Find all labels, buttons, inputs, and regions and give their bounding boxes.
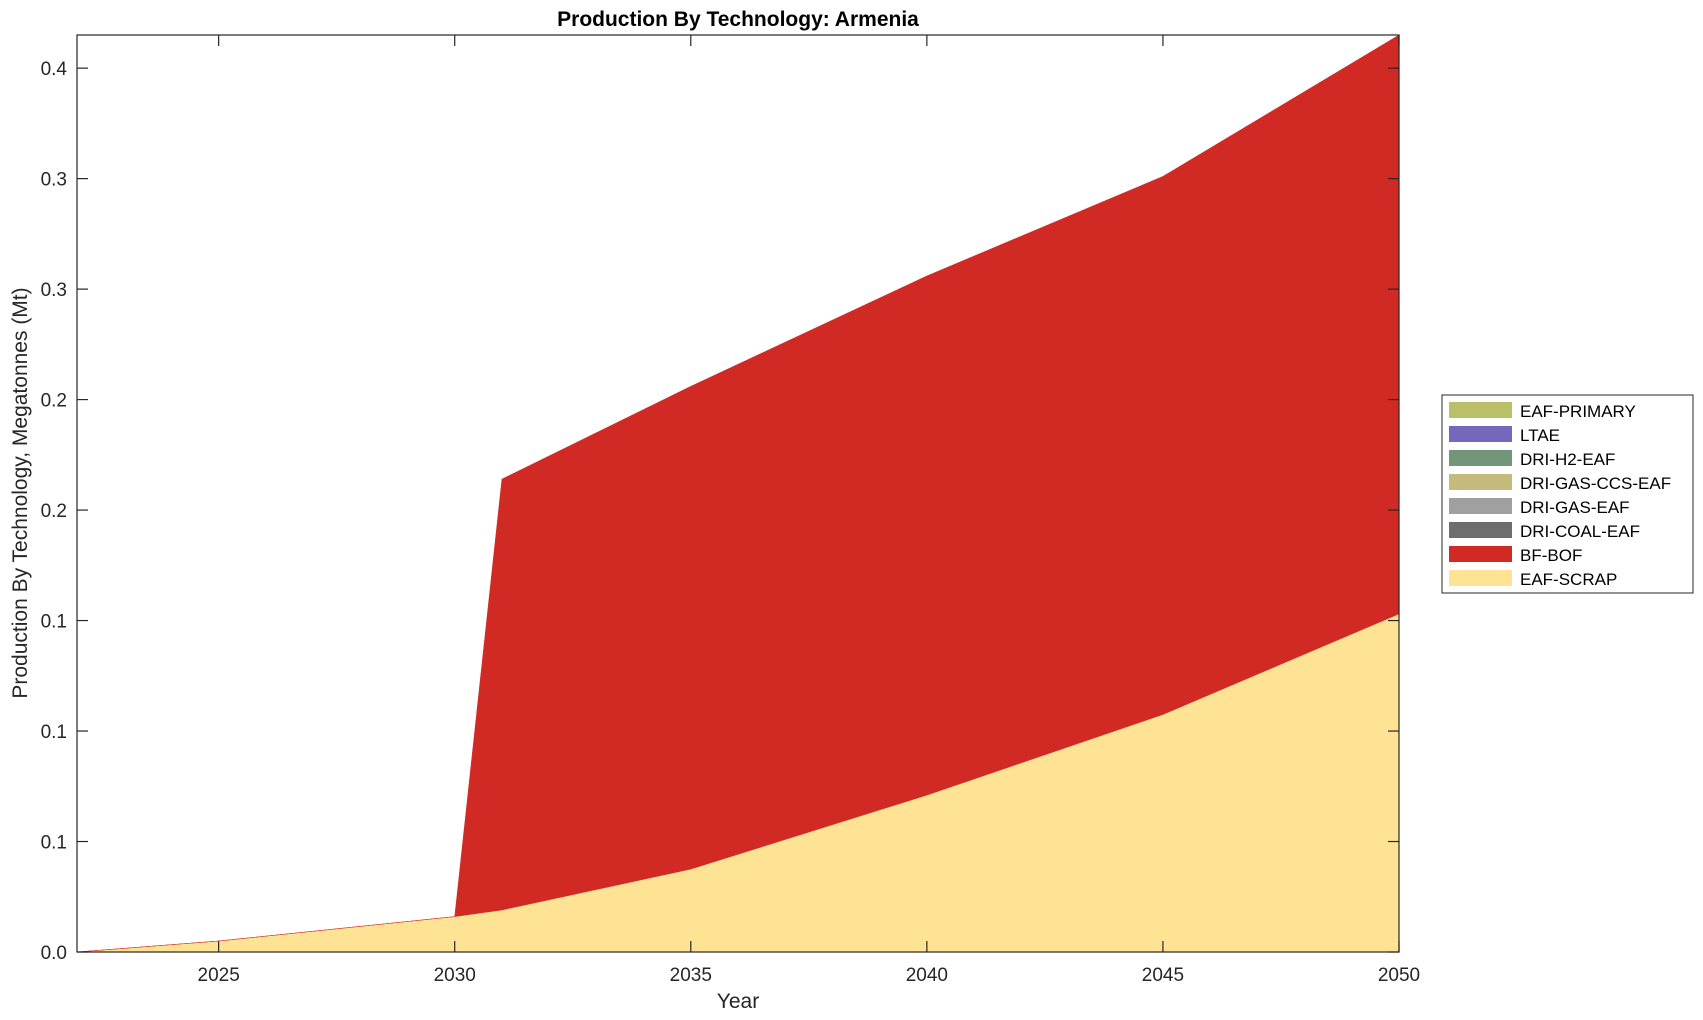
legend-label: BF-BOF [1520,546,1582,565]
legend-swatch-dri-gas-ccs-eaf [1449,474,1512,490]
x-tick-label: 2050 [1378,965,1420,986]
legend-label: DRI-GAS-EAF [1520,498,1630,517]
x-tick-label: 2030 [434,965,476,986]
plot-frame [76,34,1400,953]
legend-swatch-dri-gas-eaf [1449,498,1512,514]
x-tick-labels: 2025 2030 2035 2040 2045 2050 [198,965,1421,986]
legend-swatch-dri-h2-eaf [1449,450,1512,466]
legend-swatch-ltae [1449,426,1512,442]
legend-label: DRI-GAS-CCS-EAF [1520,474,1671,493]
legend-label: LTAE [1520,426,1560,445]
legend-swatch-eaf-scrap [1449,570,1512,586]
y-tick-label: 0.3 [41,170,67,191]
x-tick-label: 2025 [198,965,240,986]
y-tick-label: 0.1 [41,612,67,633]
legend-swatch-bf-bof [1449,546,1512,562]
y-tick-label: 0.3 [41,280,67,301]
y-tick-label: 0.2 [41,501,67,522]
y-tick-labels: 0.0 0.1 0.1 0.1 0.2 0.2 0.3 0.3 0.4 [41,59,68,964]
y-axis-label: Production By Technology, Megatonnes (Mt… [9,287,32,698]
y-tick-label: 0.2 [41,391,67,412]
y-tick-label: 0.4 [41,59,68,80]
legend-label: DRI-COAL-EAF [1520,522,1640,541]
legend-label: EAF-SCRAP [1520,570,1617,589]
legend-label: EAF-PRIMARY [1520,402,1636,421]
x-tick-label: 2040 [906,965,948,986]
chart-title: Production By Technology: Armenia [557,8,919,31]
area-layers [76,34,1400,953]
x-axis-label: Year [717,990,759,1013]
y-tick-label: 0.0 [41,943,67,964]
y-tick-label: 0.1 [41,833,67,854]
legend-swatch-dri-coal-eaf [1449,522,1512,538]
legend: EAF-PRIMARY LTAE DRI-H2-EAF DRI-GAS-CCS-EAF… [1441,394,1694,594]
axis-ticks [77,35,1400,953]
legend-swatch-eaf-primary [1449,402,1512,418]
y-tick-label: 0.1 [41,722,67,743]
legend-label: DRI-H2-EAF [1520,450,1615,469]
x-tick-label: 2045 [1142,965,1184,986]
legend-items: EAF-PRIMARY LTAE DRI-H2-EAF DRI-GAS-CCS-EAF… [1449,402,1671,589]
x-tick-label: 2035 [670,965,712,986]
